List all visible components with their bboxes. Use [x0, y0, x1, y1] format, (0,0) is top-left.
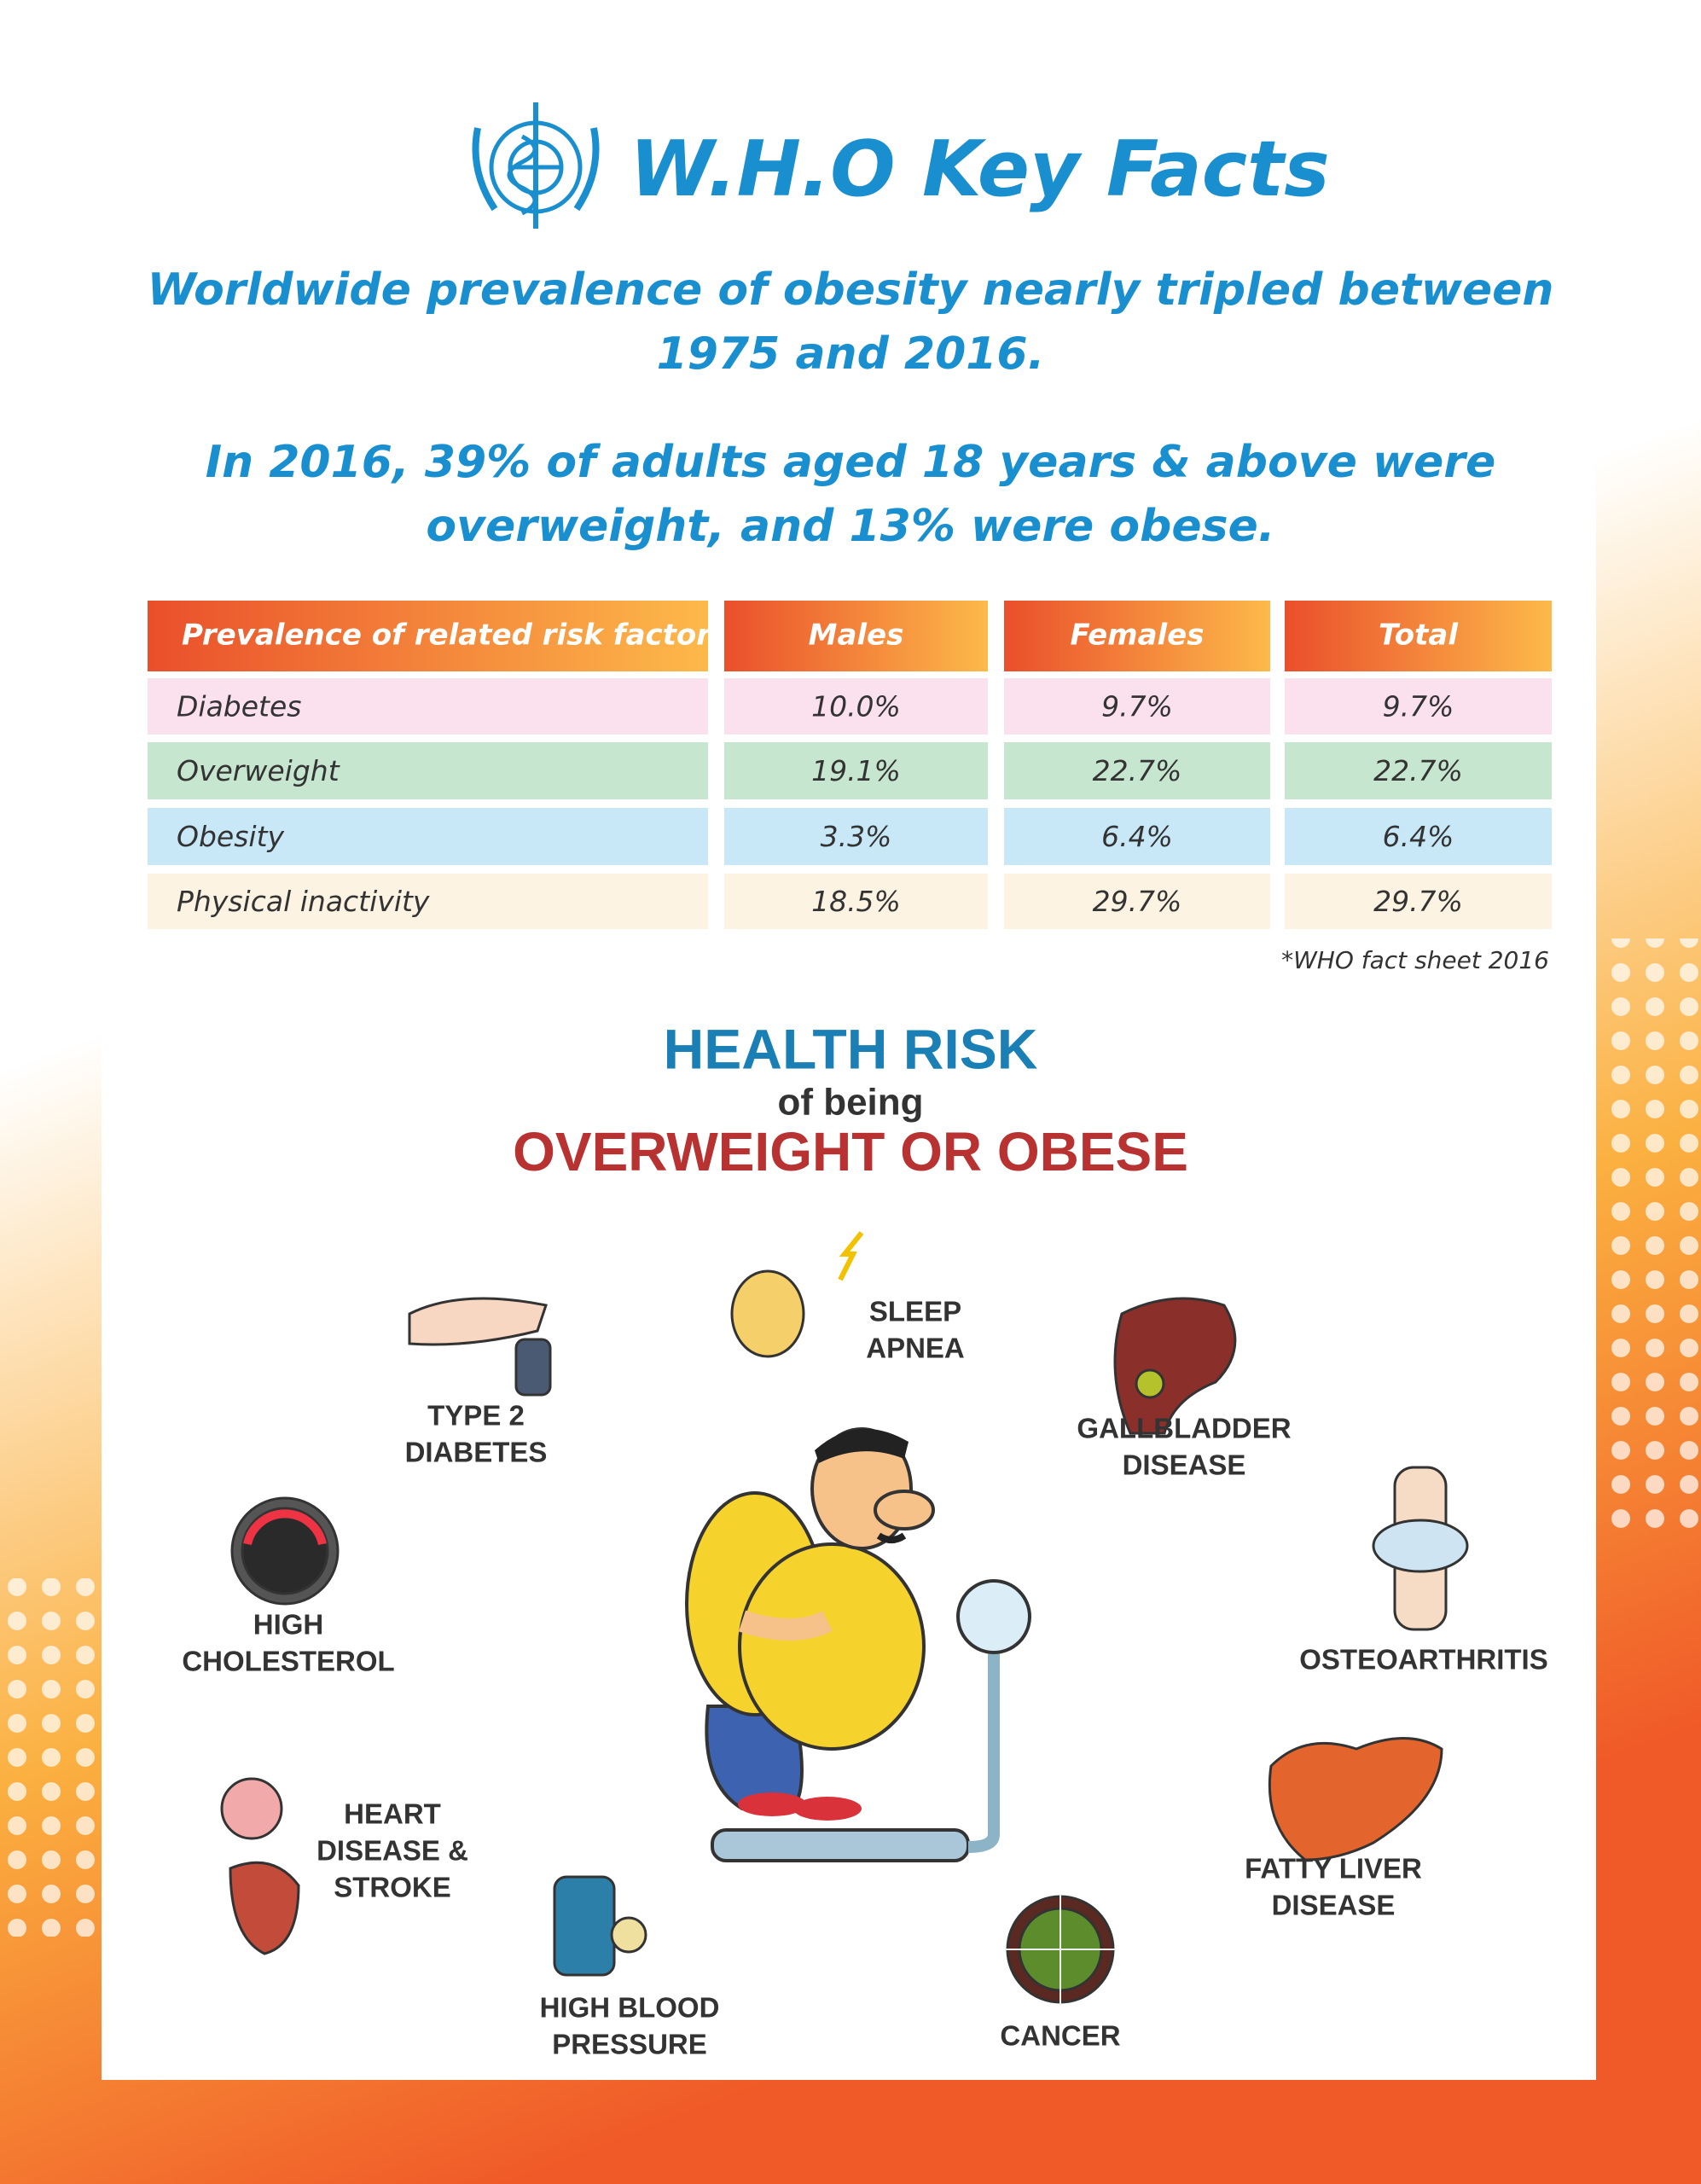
icons	[220, 1231, 1469, 2005]
table-cell	[1285, 874, 1552, 929]
header-text: Prevalence of related risk factors	[182, 619, 728, 653]
fact-line: In 2016, 39% of adults aged 18 years & a…	[206, 437, 1495, 488]
table-cell	[148, 808, 708, 865]
who-logo	[472, 102, 600, 229]
risk-label: DISEASE &	[316, 1835, 468, 1867]
table-cell	[1285, 742, 1552, 799]
table-cell	[1285, 808, 1552, 865]
dot-pattern	[1596, 938, 1701, 1536]
table-cell	[1004, 808, 1270, 865]
header-text: Females	[1071, 619, 1205, 653]
risk-label: HIGH BLOOD	[540, 1992, 720, 2024]
facts: Worldwide prevalence of obesity nearly t…	[148, 264, 1554, 552]
fact-line: overweight, and 13% were obese.	[426, 501, 1274, 552]
row-label: Diabetes	[177, 690, 302, 723]
risk-labels: SLEEP APNEA TYPE 2 DIABETES GALLBLADDER DISEA…	[182, 1296, 1547, 2060]
fact-line: 1975 and 2016.	[657, 328, 1045, 380]
risk-label: FATTY LIVER	[1245, 1853, 1422, 1885]
risk-label: HIGH	[253, 1609, 324, 1641]
cell-value: 29.7%	[1093, 885, 1182, 918]
cell-value: 10.0%	[811, 690, 901, 723]
risk-label: APNEA	[866, 1333, 965, 1364]
cell-value: 19.1%	[811, 754, 901, 787]
row-label: Obesity	[177, 820, 285, 853]
risk-label: SLEEP	[869, 1296, 961, 1327]
table-cell	[1004, 678, 1270, 735]
risk-label: PRESSURE	[552, 2029, 707, 2060]
cell-value: 9.7%	[1101, 690, 1173, 723]
table-cell	[1004, 742, 1270, 799]
risk-label: TYPE 2	[427, 1400, 525, 1432]
header-cell	[1285, 601, 1552, 671]
table-cell	[1285, 678, 1552, 735]
table-cell	[724, 874, 988, 929]
section-connector: of being	[777, 1082, 923, 1124]
header-cell	[724, 601, 988, 671]
risk-factor-table: Prevalence of related risk factors Males F…	[148, 601, 1552, 929]
table-cell	[724, 678, 988, 735]
section-subtitle: OVERWEIGHT OR OBESE	[513, 1121, 1188, 1182]
header-cell	[148, 601, 708, 671]
cell-value: 22.7%	[1093, 754, 1182, 787]
table-cell	[148, 678, 708, 735]
table-cell	[148, 742, 708, 799]
man-on-scale-illustration	[685, 1427, 1031, 1862]
table-cell	[724, 808, 988, 865]
risk-label: DIABETES	[405, 1437, 548, 1468]
fact-line: Worldwide prevalence of obesity nearly t…	[148, 264, 1554, 316]
cell-value: 6.4%	[1101, 820, 1173, 853]
footnote: *WHO fact sheet 2016	[1281, 946, 1549, 974]
header-cell	[1004, 601, 1270, 671]
header-text: Total	[1379, 619, 1459, 653]
table-cell	[724, 742, 988, 799]
risk-label: DISEASE	[1123, 1449, 1246, 1481]
risk-label: HEART	[344, 1798, 441, 1830]
cell-value: 29.7%	[1373, 885, 1463, 918]
title: W.H.O Key Facts	[630, 125, 1330, 214]
cell-value: 18.5%	[811, 885, 901, 918]
risk-label: GALLBLADDER	[1077, 1413, 1291, 1444]
row-label: Physical inactivity	[177, 885, 430, 918]
risk-label: CHOLESTEROL	[182, 1646, 394, 1677]
cell-value: 9.7%	[1383, 690, 1454, 723]
cell-value: 3.3%	[821, 820, 892, 853]
risk-label: CANCER	[1000, 2020, 1120, 2052]
risk-label: STROKE	[334, 1872, 451, 1903]
cell-value: 22.7%	[1373, 754, 1463, 787]
risk-label: OSTEOARTHRITIS	[1299, 1644, 1548, 1676]
header-text: Males	[809, 619, 904, 653]
cell-value: 6.4%	[1383, 820, 1454, 853]
table-cell	[1004, 874, 1270, 929]
row-label: Overweight	[177, 754, 340, 787]
table-cell	[148, 874, 708, 929]
dot-pattern	[0, 1578, 102, 1937]
risk-label: DISEASE	[1272, 1890, 1396, 1921]
section-title: HEALTH RISK	[664, 1017, 1038, 1080]
